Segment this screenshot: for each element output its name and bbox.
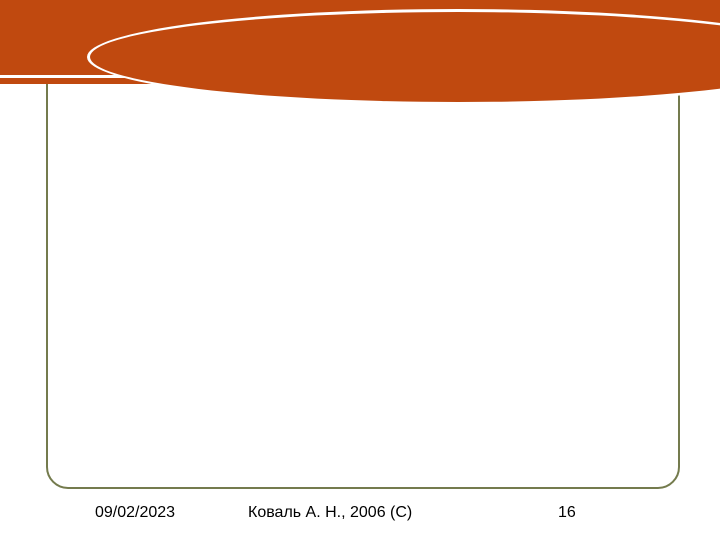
footer-date: 09/02/2023 [95, 504, 175, 522]
slide: 09/02/2023 Коваль А. Н., 2006 (С) 16 [0, 0, 720, 540]
footer: 09/02/2023 Коваль А. Н., 2006 (С) 16 [0, 504, 720, 540]
footer-author: Коваль А. Н., 2006 (С) [248, 504, 412, 522]
footer-page-number: 16 [558, 504, 576, 522]
content-frame [46, 44, 680, 489]
